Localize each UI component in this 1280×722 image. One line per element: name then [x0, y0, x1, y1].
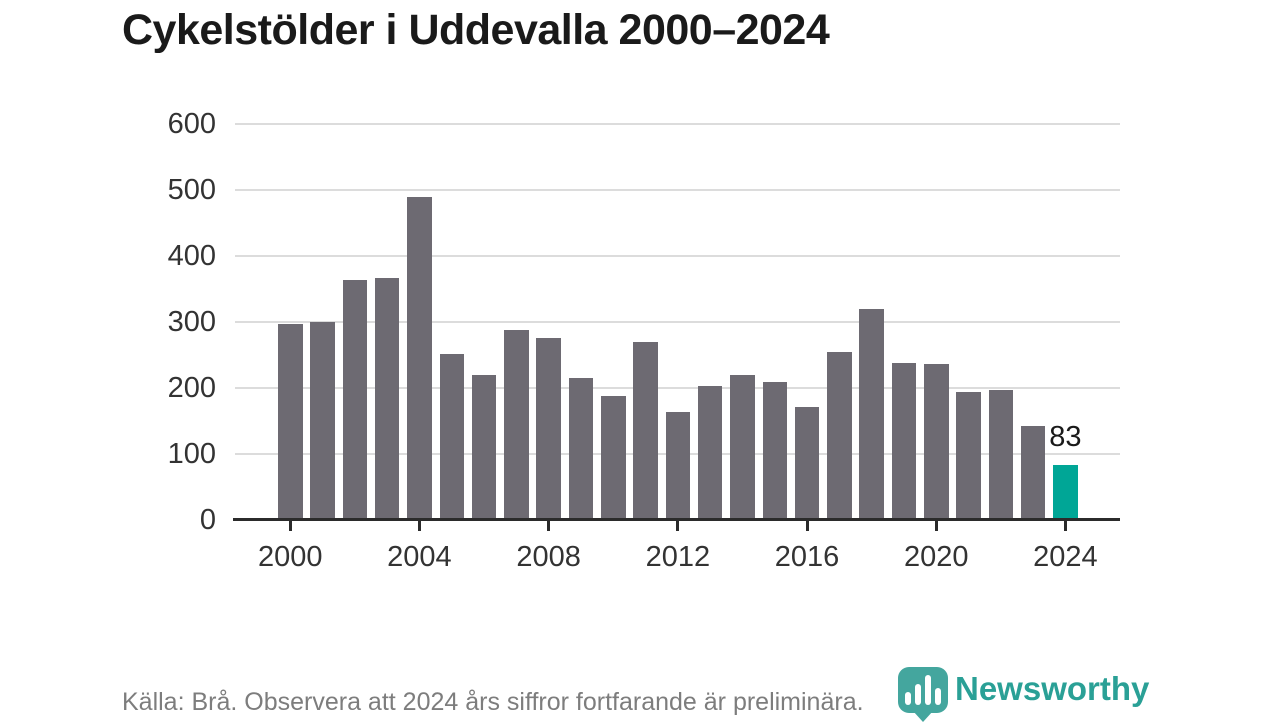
x-axis-label-2012: 2012	[645, 540, 711, 573]
gridline-200	[235, 386, 1120, 389]
bar-2024	[1053, 464, 1078, 520]
x-tick-2020	[934, 521, 938, 532]
y-axis-label-400: 400	[167, 239, 216, 272]
x-axis-label-2016: 2016	[774, 540, 840, 573]
x-tick-2024	[1063, 521, 1067, 532]
bar-2009	[568, 377, 594, 520]
bar-2014	[730, 374, 755, 520]
gridline-500	[235, 188, 1120, 191]
bar-2015	[762, 381, 787, 520]
gridline-600	[235, 122, 1120, 125]
y-axis-label-500: 500	[167, 173, 216, 206]
bar-2006	[471, 374, 497, 520]
bar-2002	[342, 280, 368, 520]
x-axis-label-2020: 2020	[903, 540, 969, 573]
x-axis-line	[233, 518, 1120, 522]
x-axis-label-2004: 2004	[387, 540, 452, 573]
x-tick-2012	[676, 521, 680, 532]
bar-2019	[891, 363, 917, 520]
bar-2011	[633, 341, 658, 520]
gridline-400	[235, 254, 1120, 257]
chart-title: Cykelstölder i Uddevalla 2000–2024	[122, 6, 830, 54]
bar-2013	[697, 385, 723, 520]
bar-2004	[407, 196, 432, 520]
gridline-300	[235, 320, 1120, 323]
bar-2023	[1020, 425, 1046, 520]
x-tick-2000	[288, 521, 292, 532]
y-axis-label-600: 600	[167, 107, 216, 140]
source-note: Källa: Brå. Observera att 2024 års siffr…	[122, 688, 864, 716]
bar-2020	[924, 363, 949, 520]
x-axis-label-2024: 2024	[1033, 540, 1098, 573]
bar-2010	[601, 395, 626, 520]
x-axis-label-2008: 2008	[516, 540, 581, 573]
x-tick-2016	[805, 521, 809, 532]
bar-2008	[536, 337, 561, 520]
bar-2000	[278, 323, 303, 520]
y-axis-label-100: 100	[167, 437, 216, 470]
bar-2018	[859, 309, 884, 520]
bar-2017	[827, 352, 852, 520]
x-tick-2008	[547, 521, 551, 532]
y-axis-label-200: 200	[167, 371, 216, 404]
bar-2021	[956, 392, 981, 520]
bar-2012	[665, 412, 691, 520]
bar-2005	[439, 354, 464, 520]
bar-2016	[794, 406, 820, 520]
y-axis-label-0: 0	[199, 503, 216, 536]
newsworthy-logo: Newsworthy	[897, 666, 1149, 722]
newsworthy-logo-icon	[898, 667, 948, 722]
y-axis-label-300: 300	[167, 305, 216, 338]
bar-2007	[504, 329, 529, 520]
x-axis-label-2000: 2000	[257, 540, 323, 573]
newsworthy-wordmark: Newsworthy	[955, 670, 1150, 707]
bar-value-label: 83	[1049, 420, 1082, 453]
bar-2003	[374, 278, 400, 520]
x-tick-2004	[417, 521, 421, 532]
bar-2001	[310, 321, 335, 520]
bar-2022	[988, 390, 1014, 520]
